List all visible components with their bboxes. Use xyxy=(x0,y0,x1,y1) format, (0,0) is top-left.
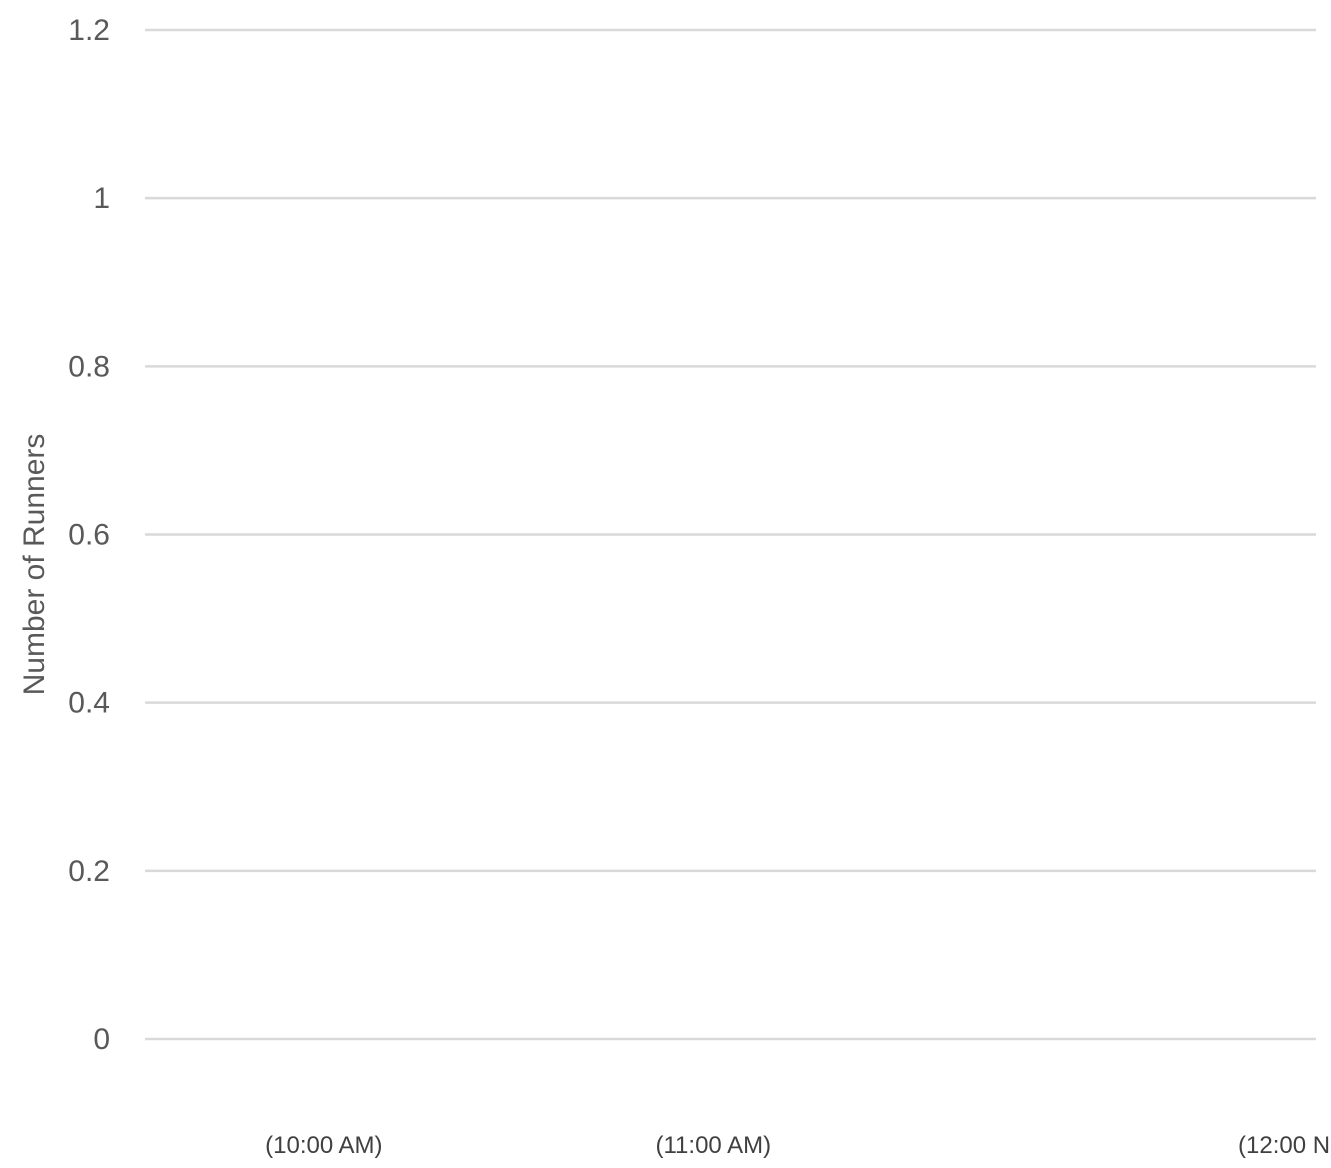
gridlines xyxy=(145,28,1316,1041)
y-tick-label: 0 xyxy=(93,1023,110,1056)
x-axis-categories: (10:00 AM) (11:00 AM) (12:00 Noon) xyxy=(265,1132,1331,1159)
y-tick-label: 1.2 xyxy=(68,14,110,47)
y-tick-label: 0.4 xyxy=(68,687,110,720)
x-category-label: (10:00 AM) xyxy=(265,1132,382,1159)
y-tick-label: 0.8 xyxy=(68,350,110,383)
y-tick-label: 1 xyxy=(93,182,110,215)
y-tick-label: 0.2 xyxy=(68,855,110,888)
y-tick-label: 0.6 xyxy=(68,519,110,552)
x-category-label: (12:00 Noon) xyxy=(1238,1132,1331,1159)
y-axis-ticks: 1.2 1 0.8 0.6 0.4 0.2 0 xyxy=(68,14,110,1056)
x-category-label: (11:00 AM) xyxy=(656,1132,772,1159)
y-axis-title: Number of Runners xyxy=(18,434,51,696)
